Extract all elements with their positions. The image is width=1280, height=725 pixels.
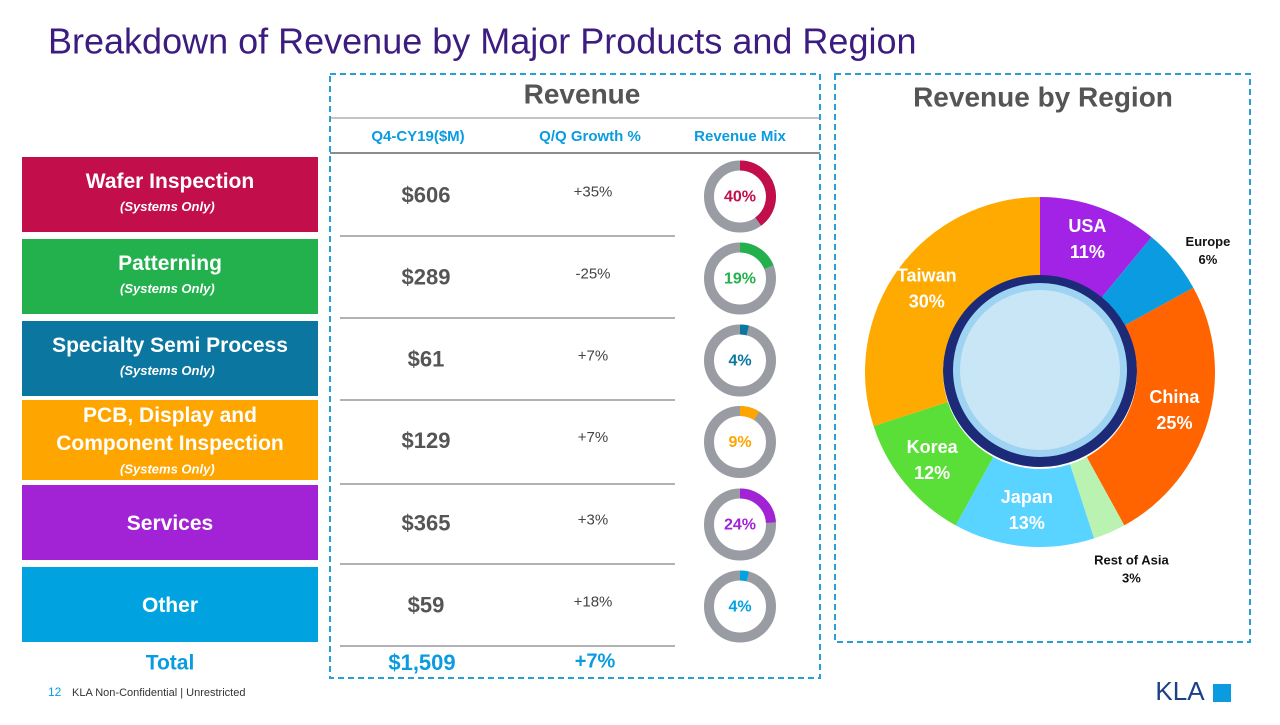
product-note: (Systems Only) bbox=[120, 461, 215, 476]
region-name: Europe bbox=[1186, 234, 1231, 249]
product-box bbox=[22, 485, 318, 560]
product-name: Patterning bbox=[118, 252, 222, 275]
total-revenue: $1,509 bbox=[388, 650, 455, 675]
ring-arc bbox=[739, 570, 749, 582]
ring-label: 9% bbox=[728, 434, 751, 451]
region-name: China bbox=[1149, 387, 1200, 407]
growth-value: +7% bbox=[578, 429, 608, 446]
region-frame bbox=[834, 73, 1251, 643]
region-slice bbox=[955, 457, 1095, 547]
ring-label: 19% bbox=[724, 271, 756, 288]
product-box bbox=[22, 157, 318, 232]
revenue-heading: Revenue bbox=[524, 78, 641, 109]
ring-label: 40% bbox=[724, 189, 756, 206]
product-note: (Systems Only) bbox=[120, 281, 215, 296]
region-name: Japan bbox=[1001, 487, 1053, 507]
product-name: Services bbox=[127, 512, 213, 535]
column-header: Q/Q Growth % bbox=[539, 128, 641, 145]
product-name: Specialty Semi Process bbox=[52, 334, 288, 357]
ring-arc bbox=[739, 160, 776, 226]
region-slice bbox=[1086, 287, 1215, 526]
growth-value: -25% bbox=[575, 265, 610, 282]
revenue-value: $606 bbox=[402, 182, 451, 207]
ring-label: 4% bbox=[728, 599, 751, 616]
region-value: 13% bbox=[1009, 513, 1045, 533]
ring-arc bbox=[739, 488, 776, 524]
growth-value: +7% bbox=[578, 347, 608, 364]
product-box bbox=[22, 400, 318, 480]
total-label: Total bbox=[146, 652, 195, 675]
page-number: 12 bbox=[48, 685, 62, 699]
product-name: PCB, Display and Component Inspection bbox=[56, 404, 284, 455]
column-header: Q4-CY19($M) bbox=[371, 128, 464, 145]
revenue-value: $59 bbox=[408, 592, 445, 617]
region-name: Rest of Asia bbox=[1094, 553, 1169, 568]
region-name: Korea bbox=[907, 437, 959, 457]
product-box bbox=[22, 321, 318, 396]
revenue-value: $289 bbox=[402, 264, 451, 289]
region-slice bbox=[873, 401, 994, 526]
column-header: Revenue Mix bbox=[694, 128, 786, 145]
region-value: 25% bbox=[1156, 413, 1192, 433]
revenue-value: $129 bbox=[402, 428, 451, 453]
product-note: (Systems Only) bbox=[120, 363, 215, 378]
region-title: Revenue by Region bbox=[913, 81, 1173, 112]
logo: KLA bbox=[1155, 676, 1205, 706]
region-value: 3% bbox=[1122, 571, 1141, 586]
product-name: Other bbox=[142, 594, 198, 617]
region-value: 30% bbox=[909, 291, 945, 311]
region-value: 12% bbox=[914, 463, 950, 483]
product-box bbox=[22, 239, 318, 314]
ring-arc bbox=[739, 406, 760, 421]
region-slice bbox=[1101, 237, 1194, 326]
region-value: 6% bbox=[1199, 252, 1218, 267]
revenue-value: $61 bbox=[408, 346, 445, 371]
revenue-value: $365 bbox=[402, 510, 451, 535]
region-slice bbox=[1040, 197, 1152, 298]
growth-value: +35% bbox=[574, 183, 613, 200]
flags-image-inner bbox=[960, 290, 1120, 450]
logo-mark bbox=[1213, 684, 1231, 702]
growth-value: +18% bbox=[574, 593, 613, 610]
product-name: Wafer Inspection bbox=[86, 170, 254, 193]
region-name: Taiwan bbox=[897, 265, 957, 285]
ring-arc bbox=[739, 324, 749, 336]
ring-arc bbox=[739, 242, 774, 270]
region-slice bbox=[1069, 457, 1125, 539]
ring-label: 24% bbox=[724, 517, 756, 534]
growth-value: +3% bbox=[578, 511, 608, 528]
product-box bbox=[22, 567, 318, 642]
product-note: (Systems Only) bbox=[120, 199, 215, 214]
region-slice bbox=[864, 197, 1040, 427]
region-value: 11% bbox=[1070, 242, 1105, 262]
slide-title: Breakdown of Revenue by Major Products a… bbox=[48, 21, 917, 62]
footer-text: KLA Non-Confidential | Unrestricted bbox=[72, 687, 245, 699]
total-growth: +7% bbox=[575, 650, 616, 672]
region-name: USA bbox=[1068, 216, 1106, 236]
revenue-frame bbox=[329, 73, 821, 679]
ring-label: 4% bbox=[728, 353, 751, 370]
